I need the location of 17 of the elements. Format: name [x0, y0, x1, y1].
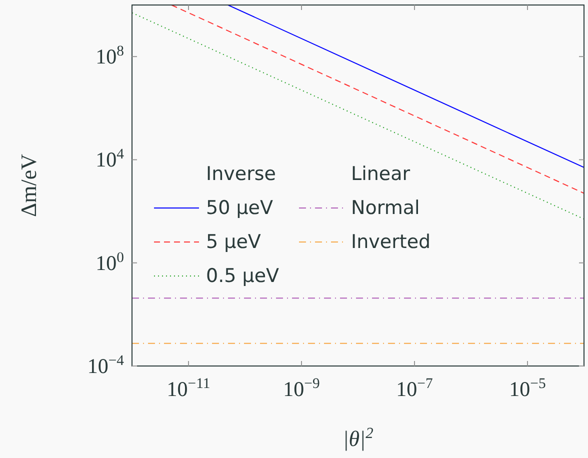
y-tick-label: 10$^{4}$ [96, 146, 125, 172]
legend-label: 5 μeV [206, 231, 261, 253]
x-tick-label: 10$^{−7}$ [396, 376, 433, 401]
annotation: Linear [351, 163, 410, 185]
legend-label: Normal [351, 197, 420, 219]
legend-label: Inverted [351, 231, 431, 253]
legend-label: 50 μeV [206, 197, 273, 219]
x-axis-title: |θ|$^{2}$ [342, 424, 374, 451]
x-tick-label: 10$^{−9}$ [283, 376, 320, 401]
y-tick-label: 10$^{0}$ [96, 250, 124, 275]
legend-label: 0.5 μeV [206, 265, 280, 287]
y-axis-title: Δm/eV [16, 154, 41, 218]
x-tick-label: 10$^{−11}$ [166, 376, 210, 401]
x-tick-label: 10$^{−5}$ [509, 376, 546, 401]
legend-title: Inverse [206, 163, 276, 185]
y-tick-label: 10$^{−4}$ [87, 353, 125, 378]
y-tick-label: 10$^{8}$ [96, 44, 124, 69]
